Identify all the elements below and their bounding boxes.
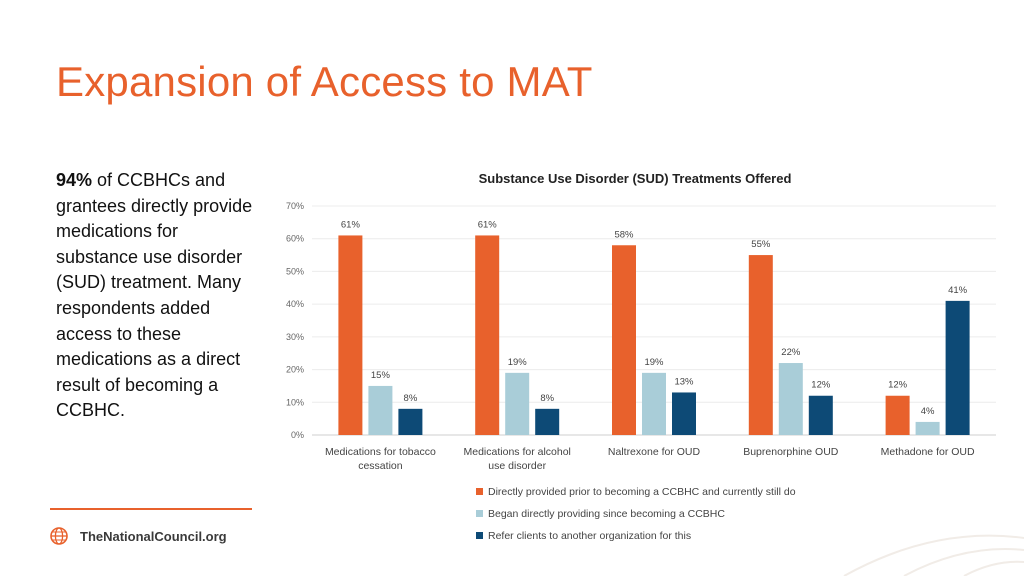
bar <box>672 392 696 435</box>
category-label: Methadone for OUD <box>881 446 975 458</box>
bar <box>642 372 666 435</box>
legend-label: Directly provided prior to becoming a CC… <box>488 486 796 498</box>
category-label: Naltrexone for OUD <box>608 446 701 458</box>
bar <box>748 255 773 435</box>
summary-highlight: 94% <box>56 170 93 190</box>
bar <box>612 245 636 435</box>
data-label: 55% <box>751 239 771 250</box>
bar <box>535 408 560 435</box>
bar <box>945 300 970 435</box>
category-label: Medications for alcohol <box>464 446 571 458</box>
data-label: 58% <box>614 229 634 240</box>
data-label: 4% <box>921 406 935 417</box>
legend-swatch <box>476 488 483 495</box>
footer-link[interactable]: TheNationalCouncil.org <box>80 528 227 544</box>
bar <box>368 385 393 435</box>
bar <box>505 372 530 435</box>
y-tick-label: 50% <box>286 266 304 276</box>
data-label: 61% <box>478 219 498 230</box>
y-tick-label: 0% <box>291 430 304 440</box>
summary-body: of CCBHCs and grantees directly provide … <box>56 170 253 421</box>
bar <box>808 395 833 435</box>
chart-title: Substance Use Disorder (SUD) Treatments … <box>479 171 792 186</box>
category-label: Buprenorphine OUD <box>743 446 839 458</box>
corner-decoration <box>843 534 1024 576</box>
y-tick-label: 60% <box>286 234 304 244</box>
data-label: 22% <box>781 347 801 358</box>
bar <box>338 235 363 435</box>
legend-label: Began directly providing since becoming … <box>488 508 725 520</box>
data-label: 19% <box>508 357 528 368</box>
bar <box>915 421 940 435</box>
y-tick-label: 20% <box>286 365 304 375</box>
data-label: 8% <box>540 393 554 404</box>
bar <box>398 408 423 435</box>
category-label: cessation <box>358 460 403 472</box>
data-label: 8% <box>404 393 418 404</box>
category-label: use disorder <box>488 460 546 472</box>
y-tick-label: 10% <box>286 397 304 407</box>
data-label: 12% <box>888 380 908 391</box>
sud-treatments-chart: Substance Use Disorder (SUD) Treatments … <box>286 171 996 542</box>
data-label: 15% <box>371 370 391 381</box>
data-label: 12% <box>811 380 831 391</box>
legend-swatch <box>476 532 483 539</box>
data-label: 19% <box>644 357 664 368</box>
data-label: 41% <box>948 285 968 296</box>
globe-icon <box>50 527 68 545</box>
bar <box>475 235 500 435</box>
data-label: 61% <box>341 219 361 230</box>
slide-title: Expansion of Access to MAT <box>56 58 593 105</box>
footer: TheNationalCouncil.org <box>50 527 227 545</box>
legend-swatch <box>476 510 483 517</box>
legend-label: Refer clients to another organization fo… <box>488 530 691 542</box>
bar <box>885 395 910 435</box>
y-tick-label: 30% <box>286 332 304 342</box>
y-tick-label: 40% <box>286 299 304 309</box>
y-tick-label: 70% <box>286 201 304 211</box>
category-label: Medications for tobacco <box>325 446 436 458</box>
summary-text: 94% of CCBHCs and grantees directly prov… <box>56 168 256 424</box>
footer-divider <box>50 508 252 510</box>
data-label: 13% <box>674 376 694 387</box>
bar <box>778 363 803 435</box>
